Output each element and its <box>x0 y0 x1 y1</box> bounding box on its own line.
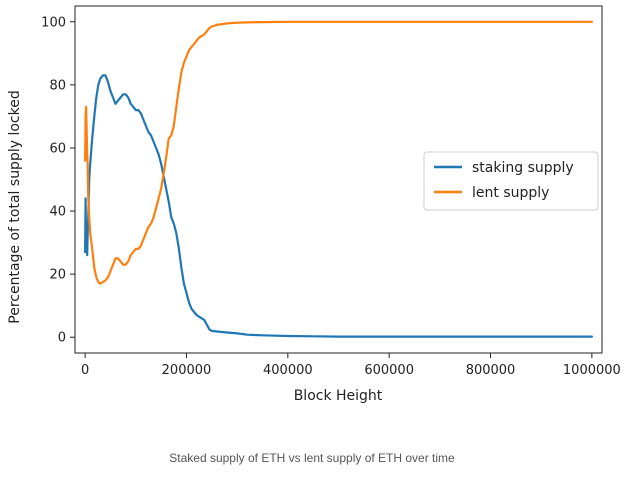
y-tick-label: 80 <box>49 78 66 93</box>
legend: staking supply lent supply <box>423 151 599 211</box>
y-tick-label: 60 <box>49 141 66 156</box>
y-axis-label: Percentage of total supply locked <box>7 90 23 323</box>
figure-caption: Staked supply of ETH vs lent supply of E… <box>169 451 455 465</box>
y-tick-label: 40 <box>49 205 66 220</box>
x-tick-label: 600000 <box>364 363 414 378</box>
y-axis-ticks: 0 20 40 60 80 100 <box>41 15 75 346</box>
y-tick-label: 20 <box>49 268 66 283</box>
legend-label-lent: lent supply <box>472 185 549 201</box>
x-tick-label: 1000000 <box>563 363 621 378</box>
x-tick-label: 800000 <box>466 363 516 378</box>
legend-box <box>423 151 599 211</box>
y-tick-label: 0 <box>58 331 66 346</box>
x-axis-label: Block Height <box>294 388 383 404</box>
legend-label-staking: staking supply <box>472 160 574 176</box>
x-tick-label: 200000 <box>162 363 212 378</box>
x-tick-label: 400000 <box>263 363 313 378</box>
x-tick-label: 0 <box>81 363 89 378</box>
x-axis-ticks: 0 200000 400000 600000 800000 1000000 <box>81 353 621 378</box>
plot-frame <box>74 5 603 354</box>
series-line-lent-supply <box>83 20 594 285</box>
line-chart: 0 20 40 60 80 100 0 200000 400000 600000 800000 10… <box>7 5 621 404</box>
series-line-staking-supply <box>83 74 594 338</box>
y-tick-label: 100 <box>41 15 66 30</box>
